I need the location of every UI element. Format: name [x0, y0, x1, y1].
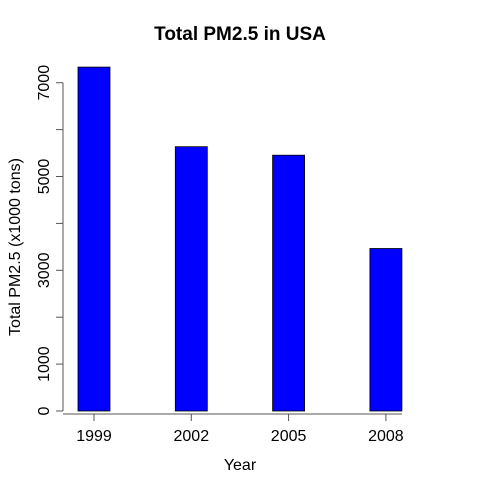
y-axis-label: Total PM2.5 (x1000 tons): [7, 158, 24, 336]
x-tick-label: 1999: [76, 428, 112, 445]
x-axis: 1999 2002 2005 2008: [63, 413, 404, 445]
y-tick-label: 5000: [36, 159, 53, 195]
y-tick-label: 3000: [36, 252, 53, 288]
chart-title: Total PM2.5 in USA: [154, 24, 326, 45]
y-tick-label: 0: [36, 406, 53, 415]
y-axis: 0 1000 3000 5000 7000: [36, 65, 64, 415]
y-tick-label: 7000: [36, 65, 53, 101]
x-tick-label: 2005: [271, 428, 307, 445]
bars-group: [77, 66, 403, 412]
bar-1999: [77, 66, 111, 412]
bar-2002: [174, 146, 208, 412]
bar-2008: [369, 248, 403, 412]
bar-2005: [272, 154, 306, 412]
y-tick-label: 1000: [36, 346, 53, 382]
x-tick-label: 2002: [174, 428, 210, 445]
x-tick-label: 2008: [368, 428, 404, 445]
x-axis-label: Year: [224, 457, 257, 474]
